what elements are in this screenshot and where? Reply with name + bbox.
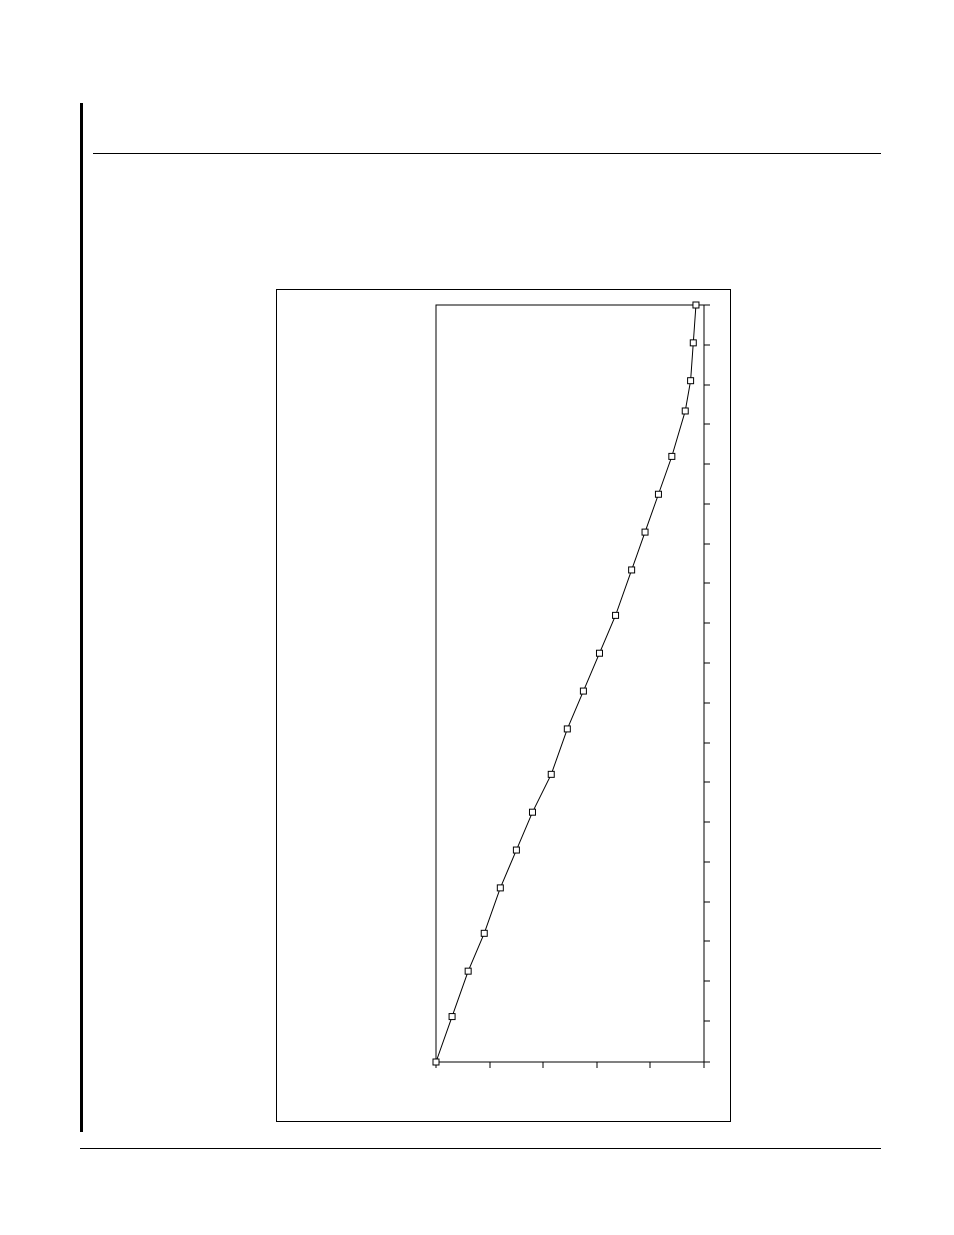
left-vertical-rule (80, 103, 83, 1132)
line-chart (277, 290, 732, 1123)
page (0, 0, 954, 1235)
chart-panel (276, 289, 731, 1122)
bottom-horizontal-rule (80, 1148, 881, 1149)
top-horizontal-rule (93, 153, 881, 154)
